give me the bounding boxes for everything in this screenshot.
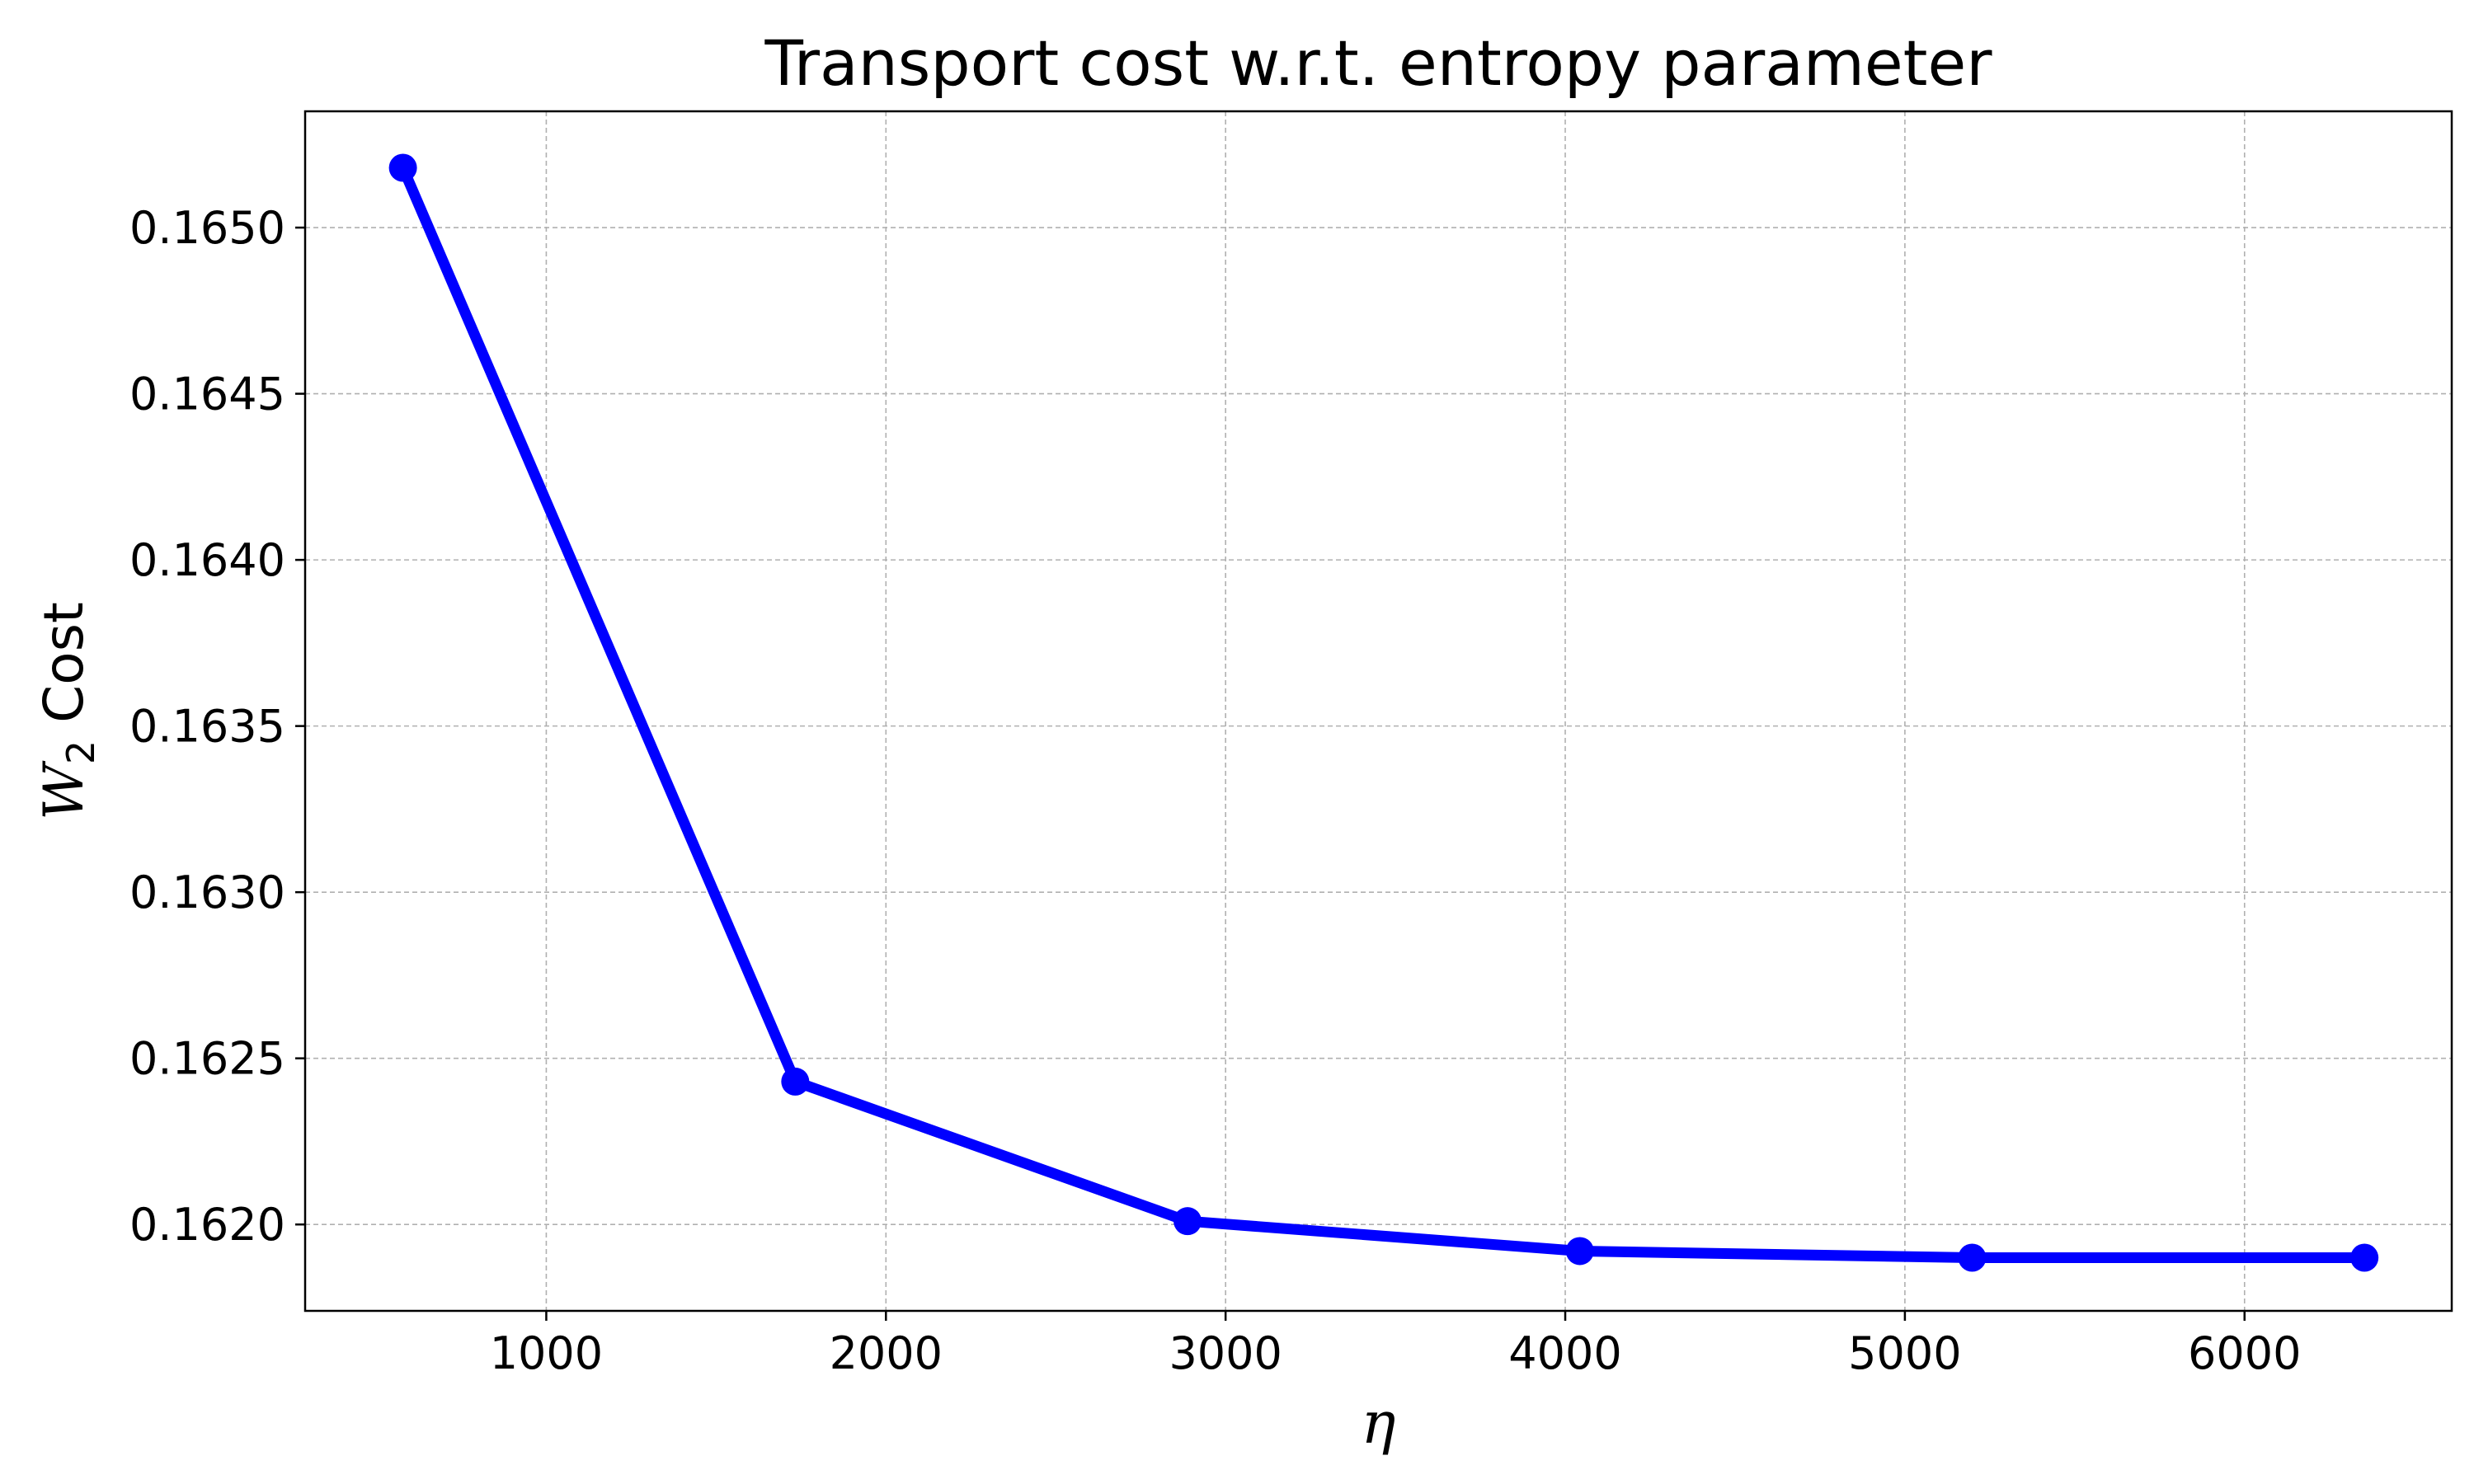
x-tick-label: 3000	[1169, 1327, 1282, 1379]
series-line	[397, 162, 2370, 1263]
x-tick-label: 1000	[490, 1327, 603, 1379]
y-axis-label-subscript: 2	[59, 740, 103, 764]
y-tick-label: 0.1645	[129, 369, 285, 420]
data-point	[388, 153, 417, 182]
data-point	[2350, 1243, 2379, 1272]
y-axis-label-symbol: W	[32, 760, 96, 820]
x-tick-label: 4000	[1508, 1327, 1621, 1379]
data-point	[781, 1067, 810, 1096]
y-axis-label-rest: Cost	[32, 602, 96, 740]
x-tick-label: 5000	[1848, 1327, 1961, 1379]
y-tick-label: 0.1650	[129, 202, 285, 254]
chart-title: Transport cost w.r.t. entropy parameter	[764, 26, 1993, 100]
y-tick-label: 0.1620	[129, 1199, 285, 1251]
y-axis-label: W2 Cost	[32, 602, 103, 820]
x-axis-label: η	[1362, 1389, 1396, 1457]
y-tick-label: 0.1640	[129, 534, 285, 586]
series-layer	[388, 153, 2379, 1272]
ticks: 1000 2000 3000 4000 5000 6000 0.1620 0.1625 0.16…	[129, 202, 2301, 1379]
y-tick-label: 0.1625	[129, 1033, 285, 1085]
x-tick-label: 6000	[2188, 1327, 2301, 1379]
data-point	[1174, 1207, 1202, 1236]
x-tick-label: 2000	[830, 1327, 943, 1379]
plot-frame	[303, 110, 2453, 1313]
data-point	[1565, 1237, 1594, 1266]
y-tick-label: 0.1630	[129, 866, 285, 918]
y-tick-label: 0.1635	[129, 701, 285, 753]
grid	[305, 111, 2452, 1311]
data-point	[1958, 1243, 1987, 1272]
